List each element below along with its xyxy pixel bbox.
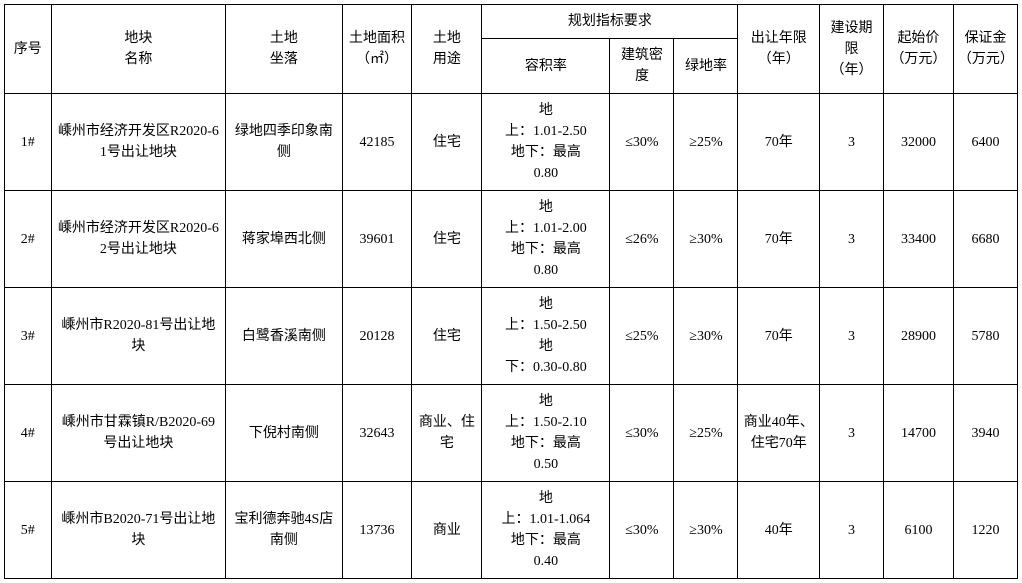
cell-use: 商业、住宅 <box>412 385 482 482</box>
cell-start: 33400 <box>884 191 954 288</box>
cell-green: ≥30% <box>674 482 738 579</box>
cell-density: ≤30% <box>610 482 674 579</box>
cell-far: 地上：1.50-2.50地下：0.30-0.80 <box>482 288 610 385</box>
cell-density: ≤30% <box>610 385 674 482</box>
land-table: 序号 地块名称 土地坐落 土地面积（㎡） 土地用途 规划指标要求 出让年限（年）… <box>4 4 1018 579</box>
cell-seq: 4# <box>5 385 52 482</box>
cell-far: 地上：1.01-2.00地下：最高0.80 <box>482 191 610 288</box>
cell-use: 住宅 <box>412 94 482 191</box>
cell-density: ≤25% <box>610 288 674 385</box>
table-row: 5#嵊州市B2020-71号出让地块宝利德奔驰4S店南侧13736商业地上：1.… <box>5 482 1018 579</box>
header-build: 建设期限（年） <box>819 5 883 94</box>
cell-term: 70年 <box>738 288 820 385</box>
table-body: 1#嵊州市经济开发区R2020-61号出让地块绿地四季印象南侧42185住宅地上… <box>5 94 1018 579</box>
header-plan-group: 规划指标要求 <box>482 5 738 39</box>
cell-far: 地上：1.50-2.10地下：最高0.50 <box>482 385 610 482</box>
header-far: 容积率 <box>482 39 610 94</box>
cell-name: 嵊州市B2020-71号出让地块 <box>51 482 226 579</box>
cell-term: 70年 <box>738 94 820 191</box>
header-term: 出让年限（年） <box>738 5 820 94</box>
cell-name: 嵊州市经济开发区R2020-62号出让地块 <box>51 191 226 288</box>
header-green: 绿地率 <box>674 39 738 94</box>
cell-build: 3 <box>819 385 883 482</box>
cell-use: 住宅 <box>412 288 482 385</box>
cell-use: 商业 <box>412 482 482 579</box>
cell-term: 40年 <box>738 482 820 579</box>
table-row: 4#嵊州市甘霖镇R/B2020-69号出让地块下倪村南侧32643商业、住宅地上… <box>5 385 1018 482</box>
header-seq: 序号 <box>5 5 52 94</box>
header-deposit: 保证金（万元） <box>953 5 1017 94</box>
cell-build: 3 <box>819 482 883 579</box>
header-row-1: 序号 地块名称 土地坐落 土地面积（㎡） 土地用途 规划指标要求 出让年限（年）… <box>5 5 1018 39</box>
header-density: 建筑密度 <box>610 39 674 94</box>
cell-seq: 3# <box>5 288 52 385</box>
cell-far: 地上：1.01-2.50地下：最高0.80 <box>482 94 610 191</box>
cell-seq: 2# <box>5 191 52 288</box>
cell-area: 39601 <box>342 191 412 288</box>
cell-location: 绿地四季印象南侧 <box>226 94 342 191</box>
cell-term: 商业40年、住宅70年 <box>738 385 820 482</box>
cell-use: 住宅 <box>412 191 482 288</box>
cell-seq: 1# <box>5 94 52 191</box>
cell-green: ≥30% <box>674 288 738 385</box>
cell-seq: 5# <box>5 482 52 579</box>
cell-deposit: 3940 <box>953 385 1017 482</box>
cell-green: ≥25% <box>674 94 738 191</box>
table-row: 1#嵊州市经济开发区R2020-61号出让地块绿地四季印象南侧42185住宅地上… <box>5 94 1018 191</box>
cell-deposit: 1220 <box>953 482 1017 579</box>
header-name: 地块名称 <box>51 5 226 94</box>
cell-location: 下倪村南侧 <box>226 385 342 482</box>
cell-start: 28900 <box>884 288 954 385</box>
cell-start: 14700 <box>884 385 954 482</box>
cell-area: 13736 <box>342 482 412 579</box>
cell-name: 嵊州市经济开发区R2020-61号出让地块 <box>51 94 226 191</box>
cell-density: ≤30% <box>610 94 674 191</box>
cell-name: 嵊州市甘霖镇R/B2020-69号出让地块 <box>51 385 226 482</box>
cell-location: 白鹭香溪南侧 <box>226 288 342 385</box>
cell-term: 70年 <box>738 191 820 288</box>
cell-start: 32000 <box>884 94 954 191</box>
cell-area: 20128 <box>342 288 412 385</box>
table-header: 序号 地块名称 土地坐落 土地面积（㎡） 土地用途 规划指标要求 出让年限（年）… <box>5 5 1018 94</box>
cell-build: 3 <box>819 288 883 385</box>
cell-name: 嵊州市R2020-81号出让地块 <box>51 288 226 385</box>
cell-build: 3 <box>819 191 883 288</box>
cell-location: 宝利德奔驰4S店南侧 <box>226 482 342 579</box>
cell-area: 42185 <box>342 94 412 191</box>
cell-area: 32643 <box>342 385 412 482</box>
cell-deposit: 5780 <box>953 288 1017 385</box>
table-row: 3#嵊州市R2020-81号出让地块白鹭香溪南侧20128住宅地上：1.50-2… <box>5 288 1018 385</box>
cell-green: ≥25% <box>674 385 738 482</box>
cell-deposit: 6680 <box>953 191 1017 288</box>
cell-start: 6100 <box>884 482 954 579</box>
cell-location: 蒋家埠西北侧 <box>226 191 342 288</box>
cell-deposit: 6400 <box>953 94 1017 191</box>
header-start: 起始价（万元） <box>884 5 954 94</box>
cell-density: ≤26% <box>610 191 674 288</box>
cell-far: 地上：1.01-1.064地下：最高0.40 <box>482 482 610 579</box>
header-location: 土地坐落 <box>226 5 342 94</box>
cell-green: ≥30% <box>674 191 738 288</box>
header-use: 土地用途 <box>412 5 482 94</box>
header-area: 土地面积（㎡） <box>342 5 412 94</box>
cell-build: 3 <box>819 94 883 191</box>
table-row: 2#嵊州市经济开发区R2020-62号出让地块蒋家埠西北侧39601住宅地上：1… <box>5 191 1018 288</box>
